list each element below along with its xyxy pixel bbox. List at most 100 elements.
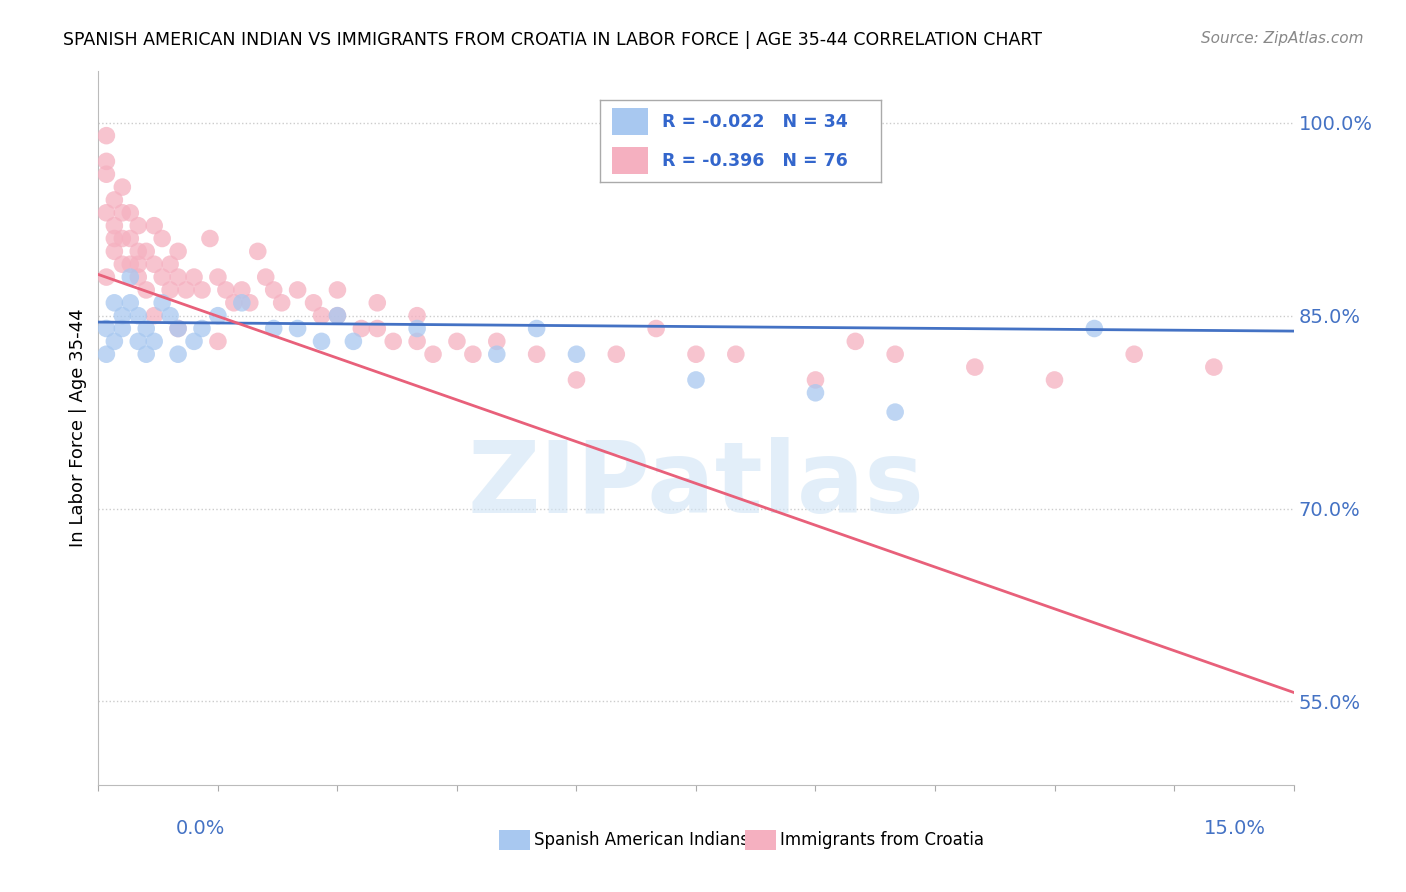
Point [526,321,548,335]
Text: Source: ZipAtlas.com: Source: ZipAtlas.com [1201,31,1364,46]
Point [150,270,173,285]
Point [103,295,125,310]
Point [103,219,125,233]
Point [246,244,269,259]
Point [143,309,166,323]
Point [326,283,349,297]
Point [135,321,157,335]
Point [127,334,149,349]
Point [685,347,707,361]
Point [96,347,118,361]
Point [111,206,134,220]
Point [222,295,245,310]
Point [406,321,429,335]
Point [198,231,221,245]
Text: ZIPatlas: ZIPatlas [468,437,924,533]
Point [311,334,333,349]
Point [127,270,149,285]
Text: Immigrants from Croatia: Immigrants from Croatia [780,831,984,849]
Point [963,360,986,375]
Point [287,283,309,297]
Point [231,295,253,310]
Point [96,167,118,181]
Point [605,347,627,361]
Point [183,270,205,285]
Point [167,244,190,259]
Point [884,405,907,419]
Point [135,244,157,259]
Point [231,283,253,297]
Point [446,334,468,349]
Point [103,231,125,245]
Point [366,295,388,310]
Point [724,347,747,361]
Point [263,283,285,297]
Point [150,231,173,245]
Point [120,206,142,220]
Point [485,347,508,361]
Point [135,347,157,361]
Point [167,321,190,335]
Point [254,270,277,285]
Point [127,309,149,323]
Point [120,257,142,271]
Point [207,334,229,349]
Point [159,283,181,297]
Point [382,334,405,349]
Point [96,270,118,285]
Point [1043,373,1066,387]
Point [111,321,134,335]
Point [183,334,205,349]
Point [804,385,827,400]
Point [135,283,157,297]
Text: SPANISH AMERICAN INDIAN VS IMMIGRANTS FROM CROATIA IN LABOR FORCE | AGE 35-44 CO: SPANISH AMERICAN INDIAN VS IMMIGRANTS FR… [63,31,1042,49]
Point [103,334,125,349]
Point [120,270,142,285]
Point [96,321,118,335]
Point [1083,321,1105,335]
Point [263,321,285,335]
Point [103,193,125,207]
Point [215,283,238,297]
Point [207,309,229,323]
Point [150,295,173,310]
Point [270,295,292,310]
Point [406,309,429,323]
Point [239,295,262,310]
Point [120,231,142,245]
Point [167,270,190,285]
Point [127,257,149,271]
Point [342,334,364,349]
Point [565,347,588,361]
Point [804,373,827,387]
Point [127,219,149,233]
Text: 15.0%: 15.0% [1204,819,1265,838]
Point [422,347,444,361]
Point [645,321,668,335]
Point [167,321,190,335]
Point [207,270,229,285]
Point [111,309,134,323]
Point [884,347,907,361]
Point [1202,360,1225,375]
Point [96,154,118,169]
Point [191,283,214,297]
Point [326,309,349,323]
Point [350,321,373,335]
Point [103,244,125,259]
Point [191,321,214,335]
Point [326,309,349,323]
Point [1123,347,1146,361]
Point [96,206,118,220]
Point [143,219,166,233]
Point [302,295,325,310]
Point [311,309,333,323]
Point [143,257,166,271]
Point [287,321,309,335]
Point [120,295,142,310]
Point [174,283,197,297]
Text: Spanish American Indians: Spanish American Indians [534,831,749,849]
Point [844,334,866,349]
Point [143,334,166,349]
Point [127,244,149,259]
